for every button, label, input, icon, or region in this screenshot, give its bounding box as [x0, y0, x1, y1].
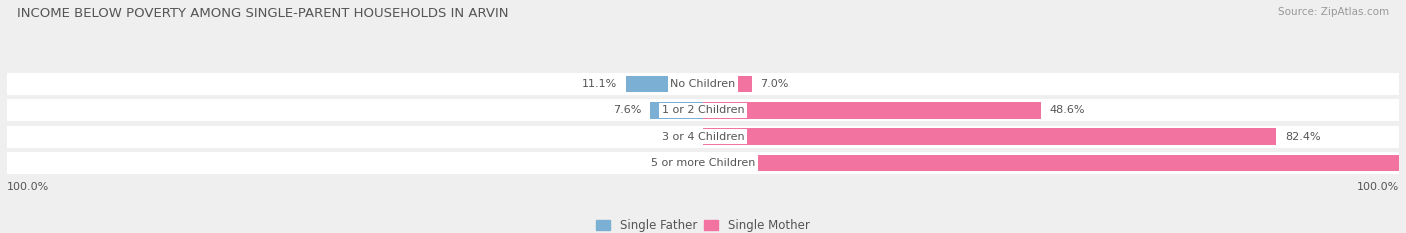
Text: 7.6%: 7.6%	[613, 105, 641, 115]
Bar	[7, 99, 1399, 121]
Text: 3 or 4 Children: 3 or 4 Children	[662, 132, 744, 142]
Text: 100.0%: 100.0%	[7, 182, 49, 192]
Bar	[7, 152, 1399, 174]
Text: 82.4%: 82.4%	[1285, 132, 1320, 142]
Text: Source: ZipAtlas.com: Source: ZipAtlas.com	[1278, 7, 1389, 17]
Bar	[626, 76, 703, 92]
Text: 1 or 2 Children: 1 or 2 Children	[662, 105, 744, 115]
Text: INCOME BELOW POVERTY AMONG SINGLE-PARENT HOUSEHOLDS IN ARVIN: INCOME BELOW POVERTY AMONG SINGLE-PARENT…	[17, 7, 509, 20]
Text: 0.0%: 0.0%	[666, 132, 695, 142]
Bar	[7, 126, 1399, 148]
Bar	[650, 102, 703, 119]
Bar	[703, 76, 752, 92]
Bar	[7, 73, 1399, 95]
Text: 11.1%: 11.1%	[582, 79, 617, 89]
Text: 100.0%: 100.0%	[1357, 182, 1399, 192]
Bar	[703, 155, 1399, 171]
Bar	[703, 102, 1042, 119]
Text: 7.0%: 7.0%	[761, 79, 789, 89]
Text: No Children: No Children	[671, 79, 735, 89]
Text: 0.0%: 0.0%	[666, 158, 695, 168]
Text: 48.6%: 48.6%	[1050, 105, 1085, 115]
Bar	[703, 128, 1277, 145]
Text: 5 or more Children: 5 or more Children	[651, 158, 755, 168]
Legend: Single Father, Single Mother: Single Father, Single Mother	[592, 214, 814, 233]
